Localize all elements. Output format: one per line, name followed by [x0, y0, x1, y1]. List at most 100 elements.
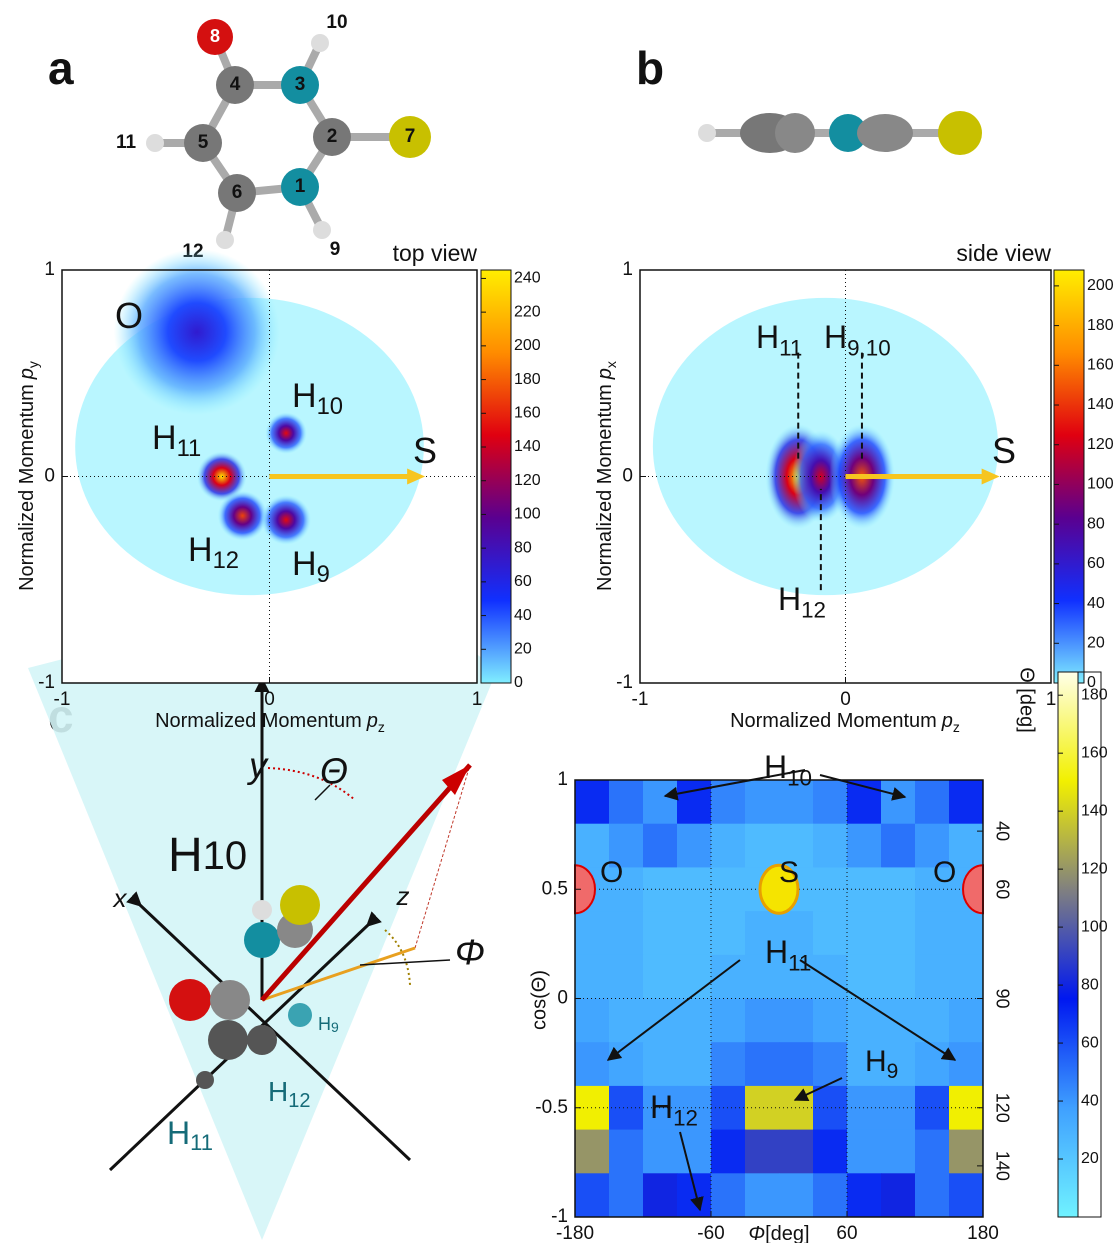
label-text: H [167, 1115, 190, 1151]
label-text: Normalized Momentum [16, 384, 38, 591]
heat-cell [949, 1173, 984, 1217]
heat-cell [609, 911, 644, 955]
colorbar-tick-label: 0 [514, 674, 523, 691]
colorbar-tick-label: 80 [514, 539, 532, 556]
colorbar-tick-label: 80 [1087, 515, 1105, 532]
heat-cell [609, 955, 644, 999]
atom-number: 4 [230, 74, 241, 95]
axis-name: y [246, 745, 269, 786]
y-tick-label: 1 [44, 259, 55, 280]
colorbar-tick-label: 200 [1087, 277, 1114, 294]
x-tick-label: 60 [836, 1223, 857, 1243]
heat-cell [711, 1042, 746, 1086]
label-sub: 9,10 [847, 336, 891, 361]
label-text: S [779, 856, 799, 889]
colorbar-tick-label: 180 [1081, 686, 1108, 703]
colorbar [481, 270, 511, 683]
x-tick-label: 0 [840, 689, 851, 710]
atom-number: 5 [198, 132, 209, 153]
label-sub: z [953, 719, 960, 735]
heat-cell [813, 1086, 848, 1130]
colorbar-tick-label: 140 [1081, 802, 1108, 819]
colorbar-tick-label: 100 [514, 506, 541, 523]
heat-cell [949, 955, 984, 999]
heat-cell [915, 955, 950, 999]
label-text: O [600, 856, 623, 889]
heat-cell [779, 1042, 814, 1086]
label-text: H [168, 829, 203, 882]
atom-number: 1 [295, 176, 306, 197]
heat-cell [847, 999, 882, 1043]
heat-cell [813, 999, 848, 1043]
annotation: O [933, 856, 956, 889]
heat-cell [813, 955, 848, 999]
atom-label: H10 [168, 829, 247, 882]
x-tick-label: 1 [472, 689, 483, 710]
label-text: H [152, 419, 177, 457]
colorbar-tick-label: 240 [514, 270, 541, 287]
colorbar [1054, 270, 1084, 683]
heat-cell [813, 824, 848, 868]
heat-cell [813, 1130, 848, 1174]
panel-label: b [636, 42, 664, 94]
heat-cell [813, 911, 848, 955]
heat-cell [813, 1173, 848, 1217]
heat-cell [745, 1086, 780, 1130]
colorbar-tick-label: 120 [1087, 436, 1114, 453]
heat-cell [677, 867, 712, 911]
heat-cell [609, 780, 644, 824]
atom-number: 8 [210, 26, 220, 46]
atom-number: 3 [295, 74, 306, 95]
atom-number: 10 [326, 12, 347, 33]
view-label: side view [956, 240, 1051, 266]
colorbar-tick-label: 40 [1087, 595, 1105, 612]
label-sub: 11 [788, 951, 811, 976]
y-tick-label: 0 [44, 466, 55, 487]
heat-cell [609, 1086, 644, 1130]
colorbar-tick-label: 160 [514, 405, 541, 422]
axis-name: x [112, 883, 128, 913]
annotation: O [600, 856, 623, 889]
y2-tick-label: 60 [992, 879, 1012, 899]
x-tick-label: -1 [632, 689, 649, 710]
heat-cell [813, 867, 848, 911]
annotation: S [992, 430, 1016, 471]
label-text: H [318, 1014, 331, 1034]
colorbar-tick-label: 60 [1087, 555, 1105, 572]
x-axis-label: Normalized Momentumpz [155, 710, 385, 734]
label-sub: 9 [317, 561, 330, 588]
y-axis-label: Normalized Momentumpy [16, 361, 40, 591]
heat-cell [643, 824, 678, 868]
colorbar-tick-label: 140 [514, 438, 541, 455]
heat-cell [677, 780, 712, 824]
label-sub: 9 [331, 1019, 339, 1035]
label-var: p [366, 710, 378, 732]
label-sub: 9 [887, 1060, 899, 1083]
heat-cell [643, 955, 678, 999]
heat-cell [745, 1173, 780, 1217]
heat-cell [779, 1086, 814, 1130]
heat-cell [575, 999, 610, 1043]
colorbar-tick-label: 20 [514, 641, 532, 658]
heat-cell [949, 1130, 984, 1174]
heat-cell [575, 780, 610, 824]
annotation: O [115, 295, 143, 336]
x-tick-label: -1 [54, 689, 71, 710]
heat-cell [847, 955, 882, 999]
heat-cell [779, 1173, 814, 1217]
annotation: S [779, 856, 799, 889]
heat-cell [949, 911, 984, 955]
label-sub: 12 [673, 1106, 698, 1131]
label-var: p [16, 368, 38, 380]
label-text: S [413, 430, 437, 471]
heat-cell [575, 1042, 610, 1086]
atom-number: 2 [327, 126, 338, 147]
heat-cell [575, 955, 610, 999]
atom-number: 7 [405, 126, 416, 147]
colorbar [1058, 672, 1078, 1217]
heat-cell [915, 1042, 950, 1086]
heat-cell [881, 999, 916, 1043]
heat-cell [711, 1130, 746, 1174]
angle-label: Φ [455, 932, 485, 973]
heat-cell [881, 824, 916, 868]
